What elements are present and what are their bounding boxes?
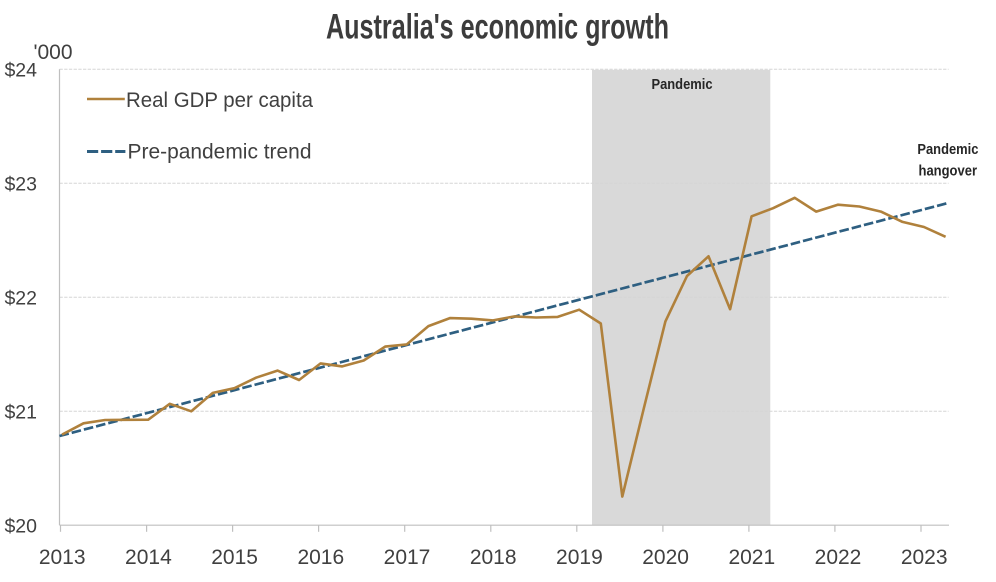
svg-text:$24: $24 <box>4 59 37 81</box>
svg-text:2016: 2016 <box>297 546 344 569</box>
svg-text:2018: 2018 <box>470 546 517 569</box>
svg-text:2015: 2015 <box>211 546 258 569</box>
svg-text:Pandemic: Pandemic <box>652 77 713 93</box>
svg-text:$20: $20 <box>4 515 37 537</box>
svg-text:Pre-pandemic trend: Pre-pandemic trend <box>128 141 312 164</box>
svg-text:Real GDP per capita: Real GDP per capita <box>126 89 313 112</box>
svg-text:$21: $21 <box>4 401 37 423</box>
svg-text:2014: 2014 <box>125 546 172 569</box>
svg-text:2022: 2022 <box>815 546 862 569</box>
svg-text:Pandemic: Pandemic <box>917 142 978 158</box>
svg-text:2023: 2023 <box>901 546 948 569</box>
svg-text:2021: 2021 <box>728 546 775 569</box>
svg-text:hangover: hangover <box>919 163 978 179</box>
svg-text:$23: $23 <box>4 173 37 195</box>
svg-text:2017: 2017 <box>384 546 431 569</box>
svg-text:2020: 2020 <box>642 546 689 569</box>
svg-text:2019: 2019 <box>556 546 603 569</box>
svg-text:2013: 2013 <box>39 546 86 569</box>
svg-text:'000: '000 <box>33 41 72 64</box>
svg-text:Australia's economic growth: Australia's economic growth <box>326 8 669 47</box>
svg-text:$22: $22 <box>4 287 37 309</box>
